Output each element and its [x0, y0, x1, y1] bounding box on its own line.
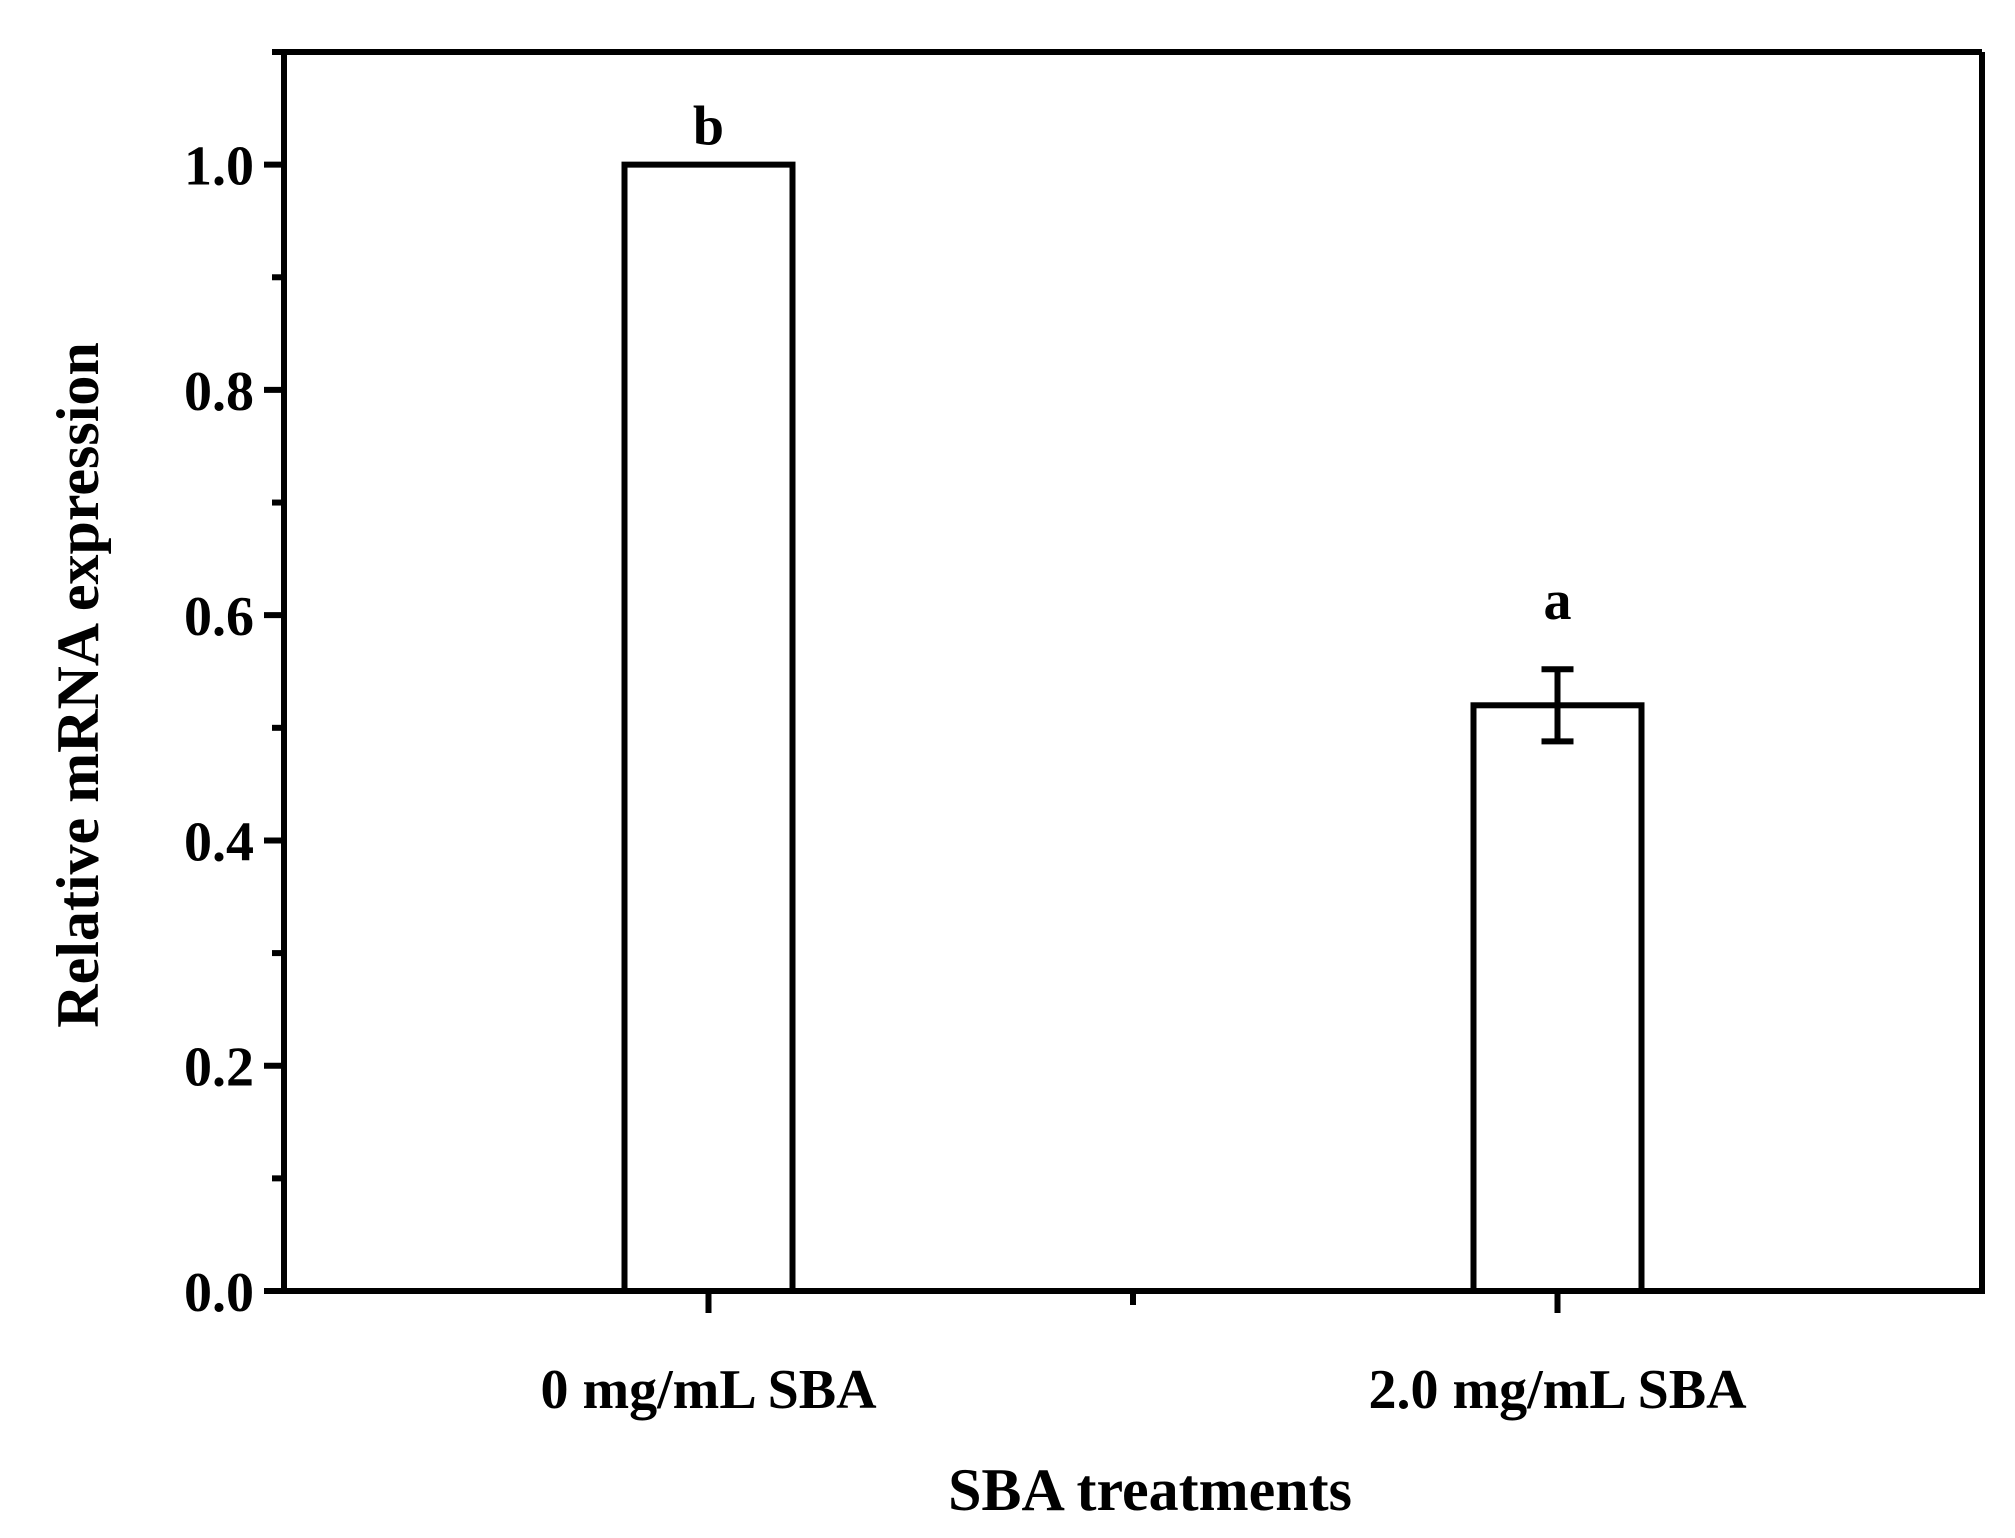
- x-axis: 0 mg/mL SBA 2.0 mg/mL SBA: [540, 1291, 1747, 1421]
- y-tick-label: 0.8: [184, 361, 254, 423]
- significance-label: b: [693, 96, 724, 158]
- x-axis-title: SBA treatments: [948, 1457, 1352, 1523]
- bars: [621, 161, 1645, 1295]
- bar: [621, 161, 796, 1295]
- y-tick-label: 0.6: [184, 586, 254, 648]
- error-bars: [1541, 666, 1574, 745]
- significance-labels: ba: [693, 96, 1572, 633]
- x-tick-label: 2.0 mg/mL SBA: [1368, 1359, 1747, 1421]
- bar: [1470, 702, 1645, 1294]
- x-tick-label: 0 mg/mL SBA: [540, 1359, 877, 1421]
- y-tick-label: 0.0: [184, 1262, 254, 1324]
- y-axis: 0.0 0.2 0.4 0.6 0.8 1.0: [184, 49, 284, 1324]
- significance-label: a: [1544, 570, 1572, 632]
- y-tick-label: 0.4: [184, 811, 254, 873]
- plot-frame: [281, 49, 1985, 1294]
- y-tick-label: 1.0: [184, 136, 254, 198]
- y-axis-title: Relative mRNA expression: [45, 342, 111, 1028]
- y-tick-label: 0.2: [184, 1037, 254, 1099]
